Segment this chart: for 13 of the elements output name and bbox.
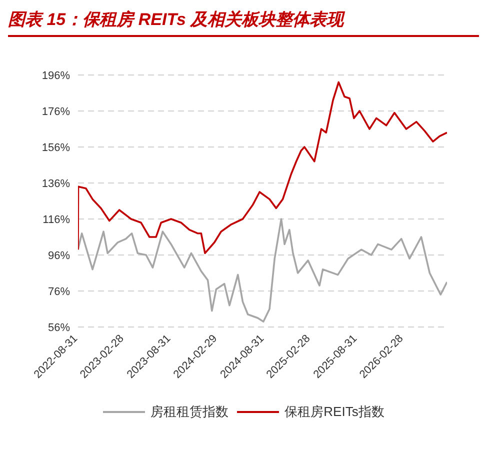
line-series [78, 218, 447, 322]
line-series [78, 81, 447, 254]
y-tick-label: 76% [48, 286, 70, 298]
chart-title: 图表 15：保租房 REITs 及相关板块整体表现 [8, 8, 479, 37]
y-tick-label: 56% [48, 322, 70, 334]
y-tick-label: 156% [42, 142, 70, 154]
y-tick-label: 116% [42, 214, 70, 226]
legend-label: 保租房REITs指数 [284, 403, 384, 421]
legend-label: 房租租赁指数 [150, 403, 229, 421]
y-tick-label: 196% [42, 70, 70, 82]
y-tick-label: 176% [42, 106, 70, 118]
y-tick-label: 96% [48, 250, 70, 262]
y-tick-label: 136% [42, 178, 70, 190]
